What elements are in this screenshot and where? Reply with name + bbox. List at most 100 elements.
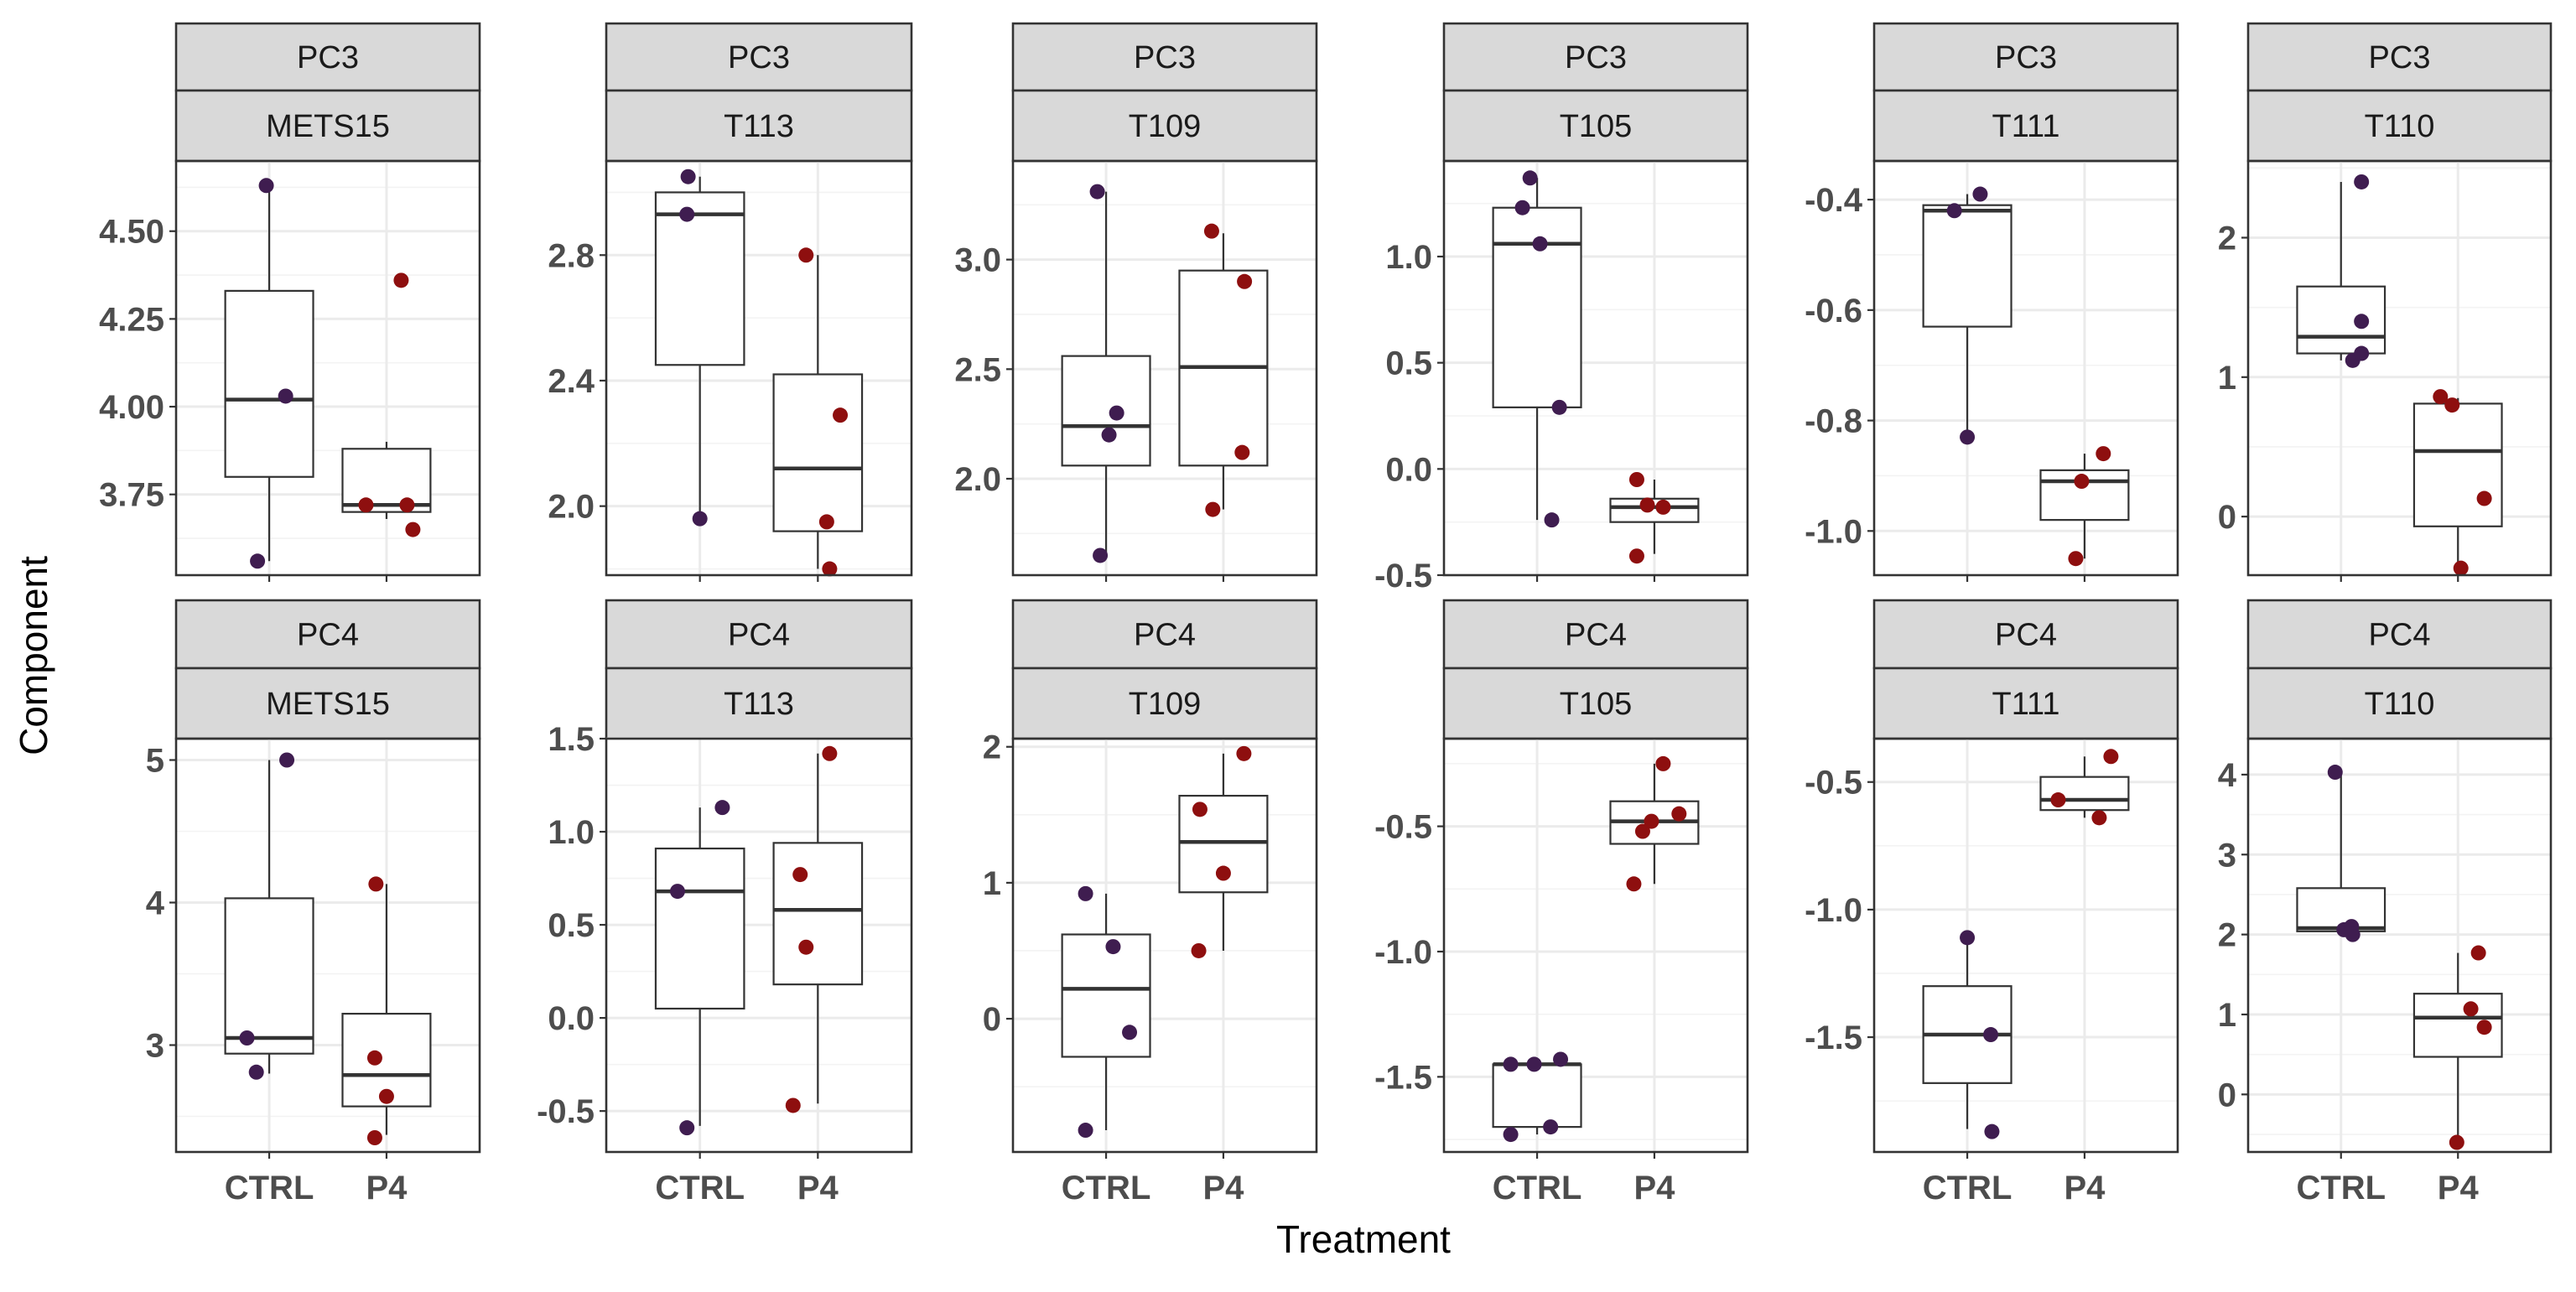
facet-panel: PC3 METS15 3.75 4.00 4.25 4.50 <box>99 22 481 582</box>
x-tick-label: P4 <box>2064 1170 2106 1206</box>
y-tick-label: 4.50 <box>99 214 164 251</box>
data-point-ctrl <box>1972 186 1988 202</box>
y-tick-label: -1.5 <box>1805 1020 1862 1056</box>
strip-component-label: PC4 <box>1995 618 2057 653</box>
y-axis-title: Component <box>12 556 55 755</box>
facet-panel: PC4 T110 0 1 2 3 4 CTRL P4 <box>2218 599 2553 1206</box>
data-point-p4 <box>399 497 415 513</box>
strip-component-label: PC3 <box>728 40 790 75</box>
y-tick-label: 3.75 <box>99 477 164 514</box>
strip-sample-bg <box>2246 89 2553 163</box>
x-tick-label: CTRL <box>655 1170 745 1206</box>
x-tick-label: CTRL <box>1923 1170 2012 1206</box>
data-point-ctrl <box>669 884 685 900</box>
y-tick-label: -0.5 <box>1374 809 1432 846</box>
data-point-p4 <box>2433 389 2449 405</box>
box-iqr <box>2412 402 2503 527</box>
strip-component-bg <box>2246 599 2553 670</box>
data-point-p4 <box>1628 548 1644 564</box>
panel-border <box>1442 737 1749 1154</box>
strip-component-label: PC3 <box>1134 40 1196 75</box>
data-point-p4 <box>1236 745 1252 761</box>
strip-sample-label: T110 <box>2365 687 2435 722</box>
strip-component-label: PC4 <box>297 618 359 653</box>
y-tick-label: 2.5 <box>954 351 1001 388</box>
strip-component-label: PC4 <box>728 618 790 653</box>
strip-component-bg <box>1872 22 2179 92</box>
y-tick-label: 2.0 <box>548 489 595 526</box>
y-tick-label: 0.0 <box>548 1000 595 1037</box>
data-point-p4 <box>2096 446 2111 462</box>
data-point-ctrl <box>680 169 696 184</box>
y-tick-label: -1.0 <box>1805 892 1862 929</box>
y-tick-label: 1 <box>2218 997 2236 1034</box>
data-point-p4 <box>2476 1020 2492 1035</box>
strip-sample-bg <box>1872 89 2179 163</box>
data-point-p4 <box>1634 823 1650 839</box>
data-point-ctrl <box>1101 427 1117 443</box>
data-point-p4 <box>358 497 374 513</box>
data-point-ctrl <box>1078 885 1093 901</box>
data-point-p4 <box>785 1097 801 1113</box>
strip-sample-label: T111 <box>1992 687 2060 722</box>
y-tick-label: -0.8 <box>1805 403 1862 440</box>
data-point-p4 <box>1655 499 1671 515</box>
data-point-p4 <box>366 1050 382 1066</box>
strip-component-label: PC3 <box>297 40 359 75</box>
facet-panel: PC3 T110 0 1 2 <box>2218 22 2553 582</box>
y-tick-label: -1.5 <box>1374 1059 1432 1096</box>
data-point-ctrl <box>2354 314 2370 329</box>
data-point-ctrl <box>1526 1056 1542 1072</box>
strip-component-label: PC4 <box>1565 618 1627 653</box>
box-iqr <box>224 289 314 478</box>
data-point-p4 <box>1639 497 1655 513</box>
data-point-ctrl <box>1109 405 1124 421</box>
y-tick-label: -1.0 <box>1805 513 1862 550</box>
data-point-ctrl <box>1078 1123 1093 1139</box>
y-tick-label: 4.00 <box>99 389 164 426</box>
data-point-ctrl <box>1960 930 1976 946</box>
data-point-p4 <box>2068 551 2084 567</box>
y-tick-label: 1.0 <box>548 814 595 851</box>
data-point-ctrl <box>278 388 293 404</box>
box-iqr <box>654 191 745 366</box>
data-point-ctrl <box>2354 345 2370 361</box>
y-tick-label: 1 <box>2218 360 2236 397</box>
panel-border <box>1442 159 1749 577</box>
data-point-ctrl <box>692 511 708 527</box>
facet-panel: PC3 T109 2.0 2.5 3.0 <box>954 22 1318 582</box>
strip-component-bg <box>174 599 481 670</box>
strip-component-bg <box>1011 22 1318 92</box>
y-tick-label: 2 <box>2218 220 2236 257</box>
data-point-ctrl <box>1553 1051 1569 1067</box>
box-iqr <box>654 847 745 1010</box>
box-iqr <box>1061 933 1151 1058</box>
x-tick-label: P4 <box>797 1170 839 1206</box>
data-point-p4 <box>1203 223 1219 239</box>
facet-panel: PC4 METS15 3 4 5 CTRL P4 <box>146 599 481 1206</box>
data-point-p4 <box>2050 792 2066 808</box>
box-iqr <box>1061 355 1151 467</box>
strip-sample-label: METS15 <box>266 109 390 144</box>
data-point-p4 <box>1215 865 1231 881</box>
facet-panel: PC4 T111 -1.5 -1.0 -0.5 CTRL P4 <box>1805 599 2179 1206</box>
y-tick-label: 2.4 <box>548 363 595 400</box>
data-point-ctrl <box>1503 1056 1519 1072</box>
y-tick-label: 4.25 <box>99 301 164 338</box>
data-point-p4 <box>2470 945 2486 961</box>
facet-panel: PC3 T105 -0.5 0.0 0.5 1.0 <box>1374 22 1749 594</box>
y-tick-label: 1.5 <box>548 721 595 758</box>
y-tick-label: 4 <box>146 885 165 922</box>
y-tick-label: -0.5 <box>1805 765 1862 802</box>
strip-sample-bg <box>174 89 481 163</box>
data-point-p4 <box>1671 806 1687 822</box>
data-point-p4 <box>2444 397 2460 413</box>
strip-sample-bg <box>1872 667 2179 740</box>
data-point-p4 <box>2463 1001 2479 1017</box>
data-point-p4 <box>366 1130 382 1145</box>
y-tick-label: 3 <box>146 1028 164 1065</box>
strip-sample-label: T105 <box>1560 687 1633 722</box>
data-point-p4 <box>2091 810 2107 826</box>
data-point-ctrl <box>248 1064 264 1080</box>
strip-component-bg <box>605 22 913 92</box>
